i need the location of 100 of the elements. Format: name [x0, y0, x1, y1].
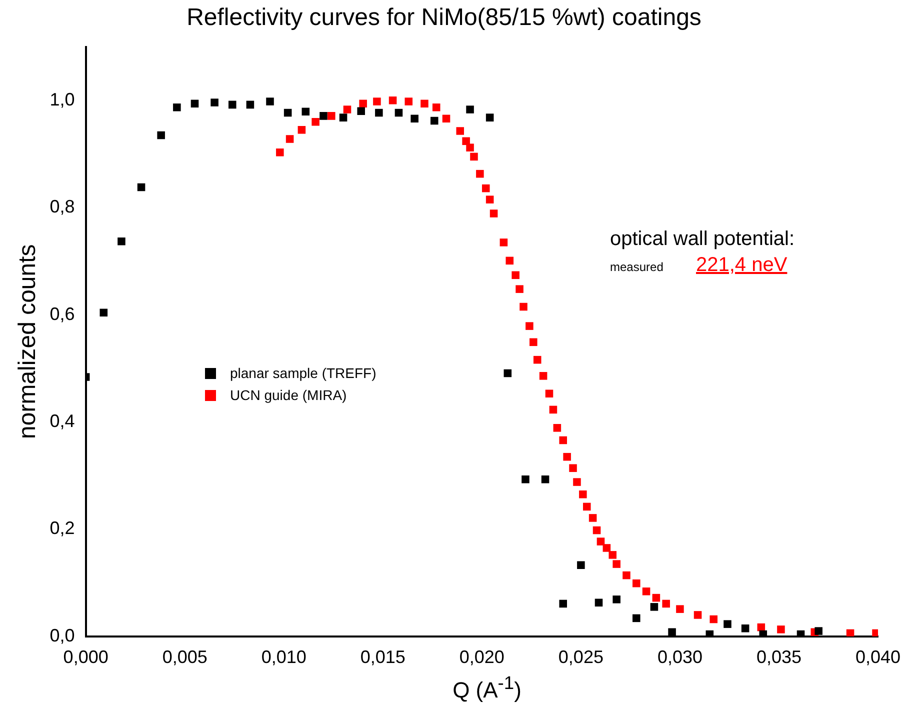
point [549, 406, 558, 414]
point [652, 594, 660, 602]
point [577, 561, 585, 569]
point [569, 464, 577, 472]
x-tick-label: 0,035 [756, 647, 802, 668]
x-axis-title: Q (A$^{-1}$) [452, 672, 522, 704]
chart-title: Reflectivity curves for NiMo(85/15 %wt) coatings [186, 4, 702, 32]
point [490, 210, 498, 218]
point [559, 600, 567, 608]
point [522, 475, 530, 484]
legend-label: UCN guide (MIRA) [230, 386, 347, 405]
point [312, 118, 320, 126]
point [533, 356, 542, 364]
x-tick-label: 0,030 [657, 647, 702, 668]
point [741, 624, 750, 632]
point [504, 369, 512, 378]
point [486, 114, 494, 122]
point [276, 148, 284, 156]
x-tick-label: 0,010 [261, 647, 306, 668]
annotation: 221,4 neV [696, 254, 788, 277]
y-tick-label: 0,8 [50, 196, 75, 217]
point [642, 587, 650, 596]
point [559, 436, 567, 444]
point [357, 107, 365, 116]
point [373, 98, 381, 106]
point [228, 100, 236, 109]
point [506, 256, 514, 265]
y-axis-title: normalized counts [14, 244, 42, 439]
point [157, 131, 165, 140]
point [526, 322, 534, 330]
point [579, 490, 587, 498]
point [266, 98, 274, 106]
point [462, 137, 470, 146]
point [530, 338, 538, 346]
point [375, 108, 383, 117]
point [210, 98, 218, 106]
point [582, 502, 591, 511]
x-tick-label: 0,005 [162, 647, 208, 668]
point [410, 114, 418, 123]
point [466, 106, 474, 114]
point [541, 475, 550, 484]
legend-label: planar sample (TREFF) [230, 364, 376, 383]
point [612, 596, 620, 604]
x-tick-label: 0,020 [459, 647, 504, 668]
point [394, 108, 403, 117]
point [539, 372, 548, 380]
point [553, 424, 562, 432]
point [432, 103, 440, 112]
point [512, 271, 520, 280]
point [608, 551, 617, 559]
point [759, 630, 768, 636]
x-tick-label: 0,000 [63, 647, 108, 668]
point [545, 390, 554, 398]
point [442, 114, 450, 123]
point [814, 627, 822, 635]
point [298, 126, 306, 134]
x-tick-label: 0,040 [855, 647, 901, 668]
point [486, 196, 494, 204]
point [724, 620, 732, 628]
point [476, 170, 484, 178]
point [602, 544, 611, 552]
point [596, 538, 605, 546]
x-tick-label: 0,025 [558, 647, 604, 668]
y-tick-label: 0,6 [50, 304, 75, 324]
point [137, 183, 146, 192]
point [662, 600, 670, 608]
point [676, 605, 684, 613]
point [482, 184, 490, 192]
point [286, 135, 294, 143]
point [777, 626, 785, 634]
point [632, 579, 640, 588]
point [520, 302, 528, 311]
point [500, 238, 508, 246]
point [388, 96, 397, 104]
point [100, 308, 108, 317]
point [456, 127, 464, 135]
point [404, 98, 413, 106]
y-tick-label: 0,0 [50, 625, 75, 646]
point [563, 452, 571, 461]
point [246, 100, 254, 109]
point [466, 144, 474, 152]
point [594, 598, 603, 607]
point [420, 100, 428, 108]
point [573, 478, 581, 486]
point [343, 106, 352, 114]
point [118, 237, 126, 246]
point [359, 100, 367, 108]
x-tick-label: 0,015 [360, 647, 406, 668]
point [622, 571, 630, 580]
point [302, 108, 310, 116]
point [173, 103, 181, 112]
annotation: measured [610, 260, 664, 274]
point [320, 112, 328, 120]
point [516, 285, 524, 293]
y-tick-label: 0,2 [50, 518, 75, 538]
point [328, 112, 336, 120]
point [470, 152, 478, 161]
point [190, 100, 199, 108]
annotation: optical wall potential: [610, 228, 795, 251]
point [612, 560, 620, 568]
